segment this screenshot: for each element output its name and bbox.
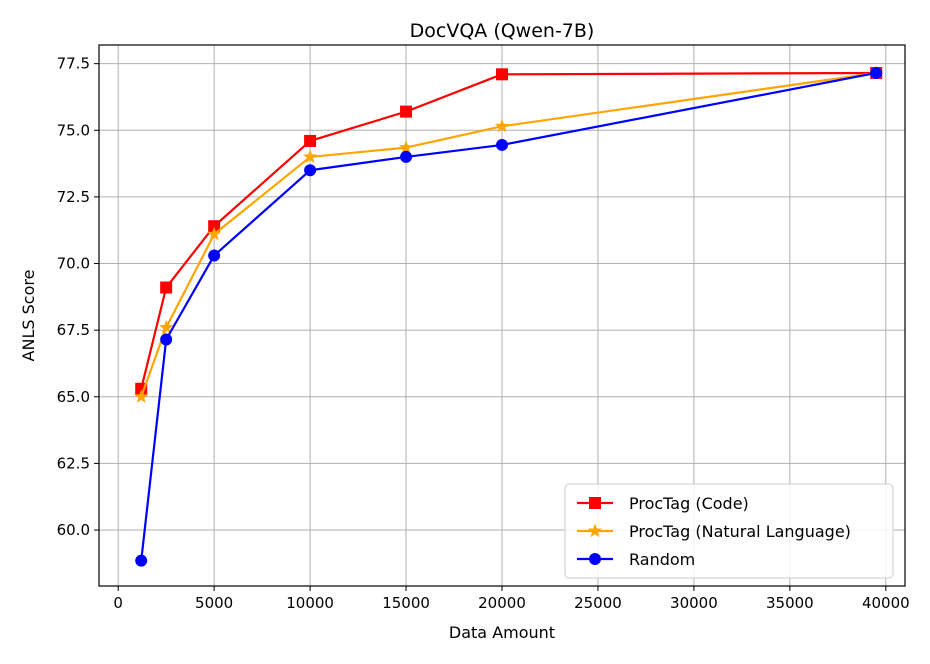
data-point-proctag-natural-language: [494, 118, 510, 133]
legend-marker-proctag-code: [589, 497, 601, 509]
legend-marker-proctag-natural-language: [587, 523, 603, 538]
y-axis-title: ANLS Score: [19, 270, 38, 362]
data-point-proctag-code: [400, 105, 413, 118]
data-point-random: [870, 66, 883, 79]
data-point-random: [208, 249, 221, 262]
legend-label-proctag-code: ProcTag (Code): [629, 494, 749, 513]
x-tick-label: 30000: [670, 594, 718, 612]
data-point-proctag-code: [496, 68, 508, 81]
data-point-proctag-code: [160, 281, 173, 294]
legend-label-random: Random: [629, 550, 695, 569]
x-tick-label: 0: [113, 594, 123, 612]
series-random: [135, 66, 883, 567]
data-point-proctag-code: [208, 220, 221, 233]
data-point-proctag-natural-language: [134, 389, 149, 403]
x-tick-label: 15000: [382, 594, 430, 612]
y-tick-label: 77.5: [57, 55, 90, 73]
data-point-random: [496, 138, 508, 151]
data-point-random: [160, 333, 173, 346]
y-tick-label: 72.5: [57, 188, 90, 206]
x-tick-label: 40000: [862, 594, 910, 612]
data-point-proctag-natural-language: [302, 149, 318, 163]
chart-title: DocVQA (Qwen-7B): [410, 20, 595, 42]
legend-marker-random: [589, 553, 601, 565]
data-point-random: [135, 554, 148, 567]
series-lines: [134, 65, 884, 567]
data-point-proctag-natural-language: [207, 226, 222, 241]
y-tick-label: 75.0: [57, 121, 90, 139]
y-tick-label: 65.0: [57, 388, 90, 406]
y-tick-label: 60.0: [57, 521, 90, 539]
data-point-proctag-natural-language: [159, 319, 174, 334]
legend-label-proctag-natural-language: ProcTag (Natural Language): [629, 522, 851, 541]
axis-ticks: 0 5000 10000 15000 20000 25000 30000 35000 40000…: [57, 55, 910, 612]
x-tick-label: 25000: [574, 594, 622, 612]
x-axis-title: Data Amount: [449, 623, 555, 642]
x-tick-label: 10000: [286, 594, 334, 612]
data-point-proctag-natural-language: [398, 140, 414, 154]
y-tick-label: 67.5: [57, 321, 90, 339]
x-tick-label: 35000: [766, 594, 814, 612]
x-tick-label: 20000: [478, 594, 526, 612]
legend: ProcTag (Code) ProcTag (Natural Language)…: [564, 483, 894, 579]
data-point-proctag-code: [304, 134, 317, 147]
y-tick-label: 70.0: [57, 255, 90, 273]
legend-box: [564, 483, 894, 579]
y-tick-label: 62.5: [57, 454, 90, 472]
x-tick-label: 5000: [195, 594, 233, 612]
data-point-random: [400, 150, 413, 163]
data-point-random: [304, 164, 317, 177]
